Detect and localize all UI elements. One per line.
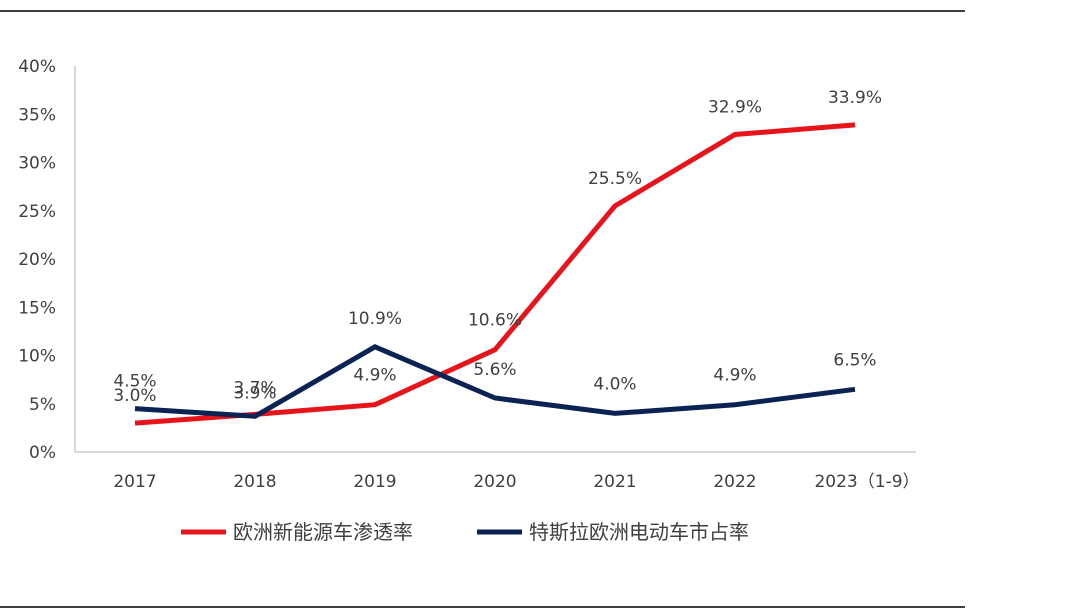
series-lines [134,122,856,426]
legend-label: 欧洲新能源车渗透率 [233,520,413,544]
data-label: 4.9% [713,366,756,386]
data-label: 3.7% [233,378,276,398]
y-tick-label: 20% [18,250,56,270]
data-labels: 3.0% 3.9% 4.9% 10.6% 25.5% 32.9% 33.9% 4.5% 3.7%… [113,88,882,406]
y-tick-label: 30% [18,154,56,174]
y-tick-label: 40% [18,57,56,77]
data-label: 5.6% [473,360,516,380]
y-tick-label: 0% [29,443,56,463]
data-label: 3.9% [233,383,276,403]
y-tick-label: 25% [18,202,56,222]
data-label: 10.9% [348,309,402,329]
data-label: 6.5% [833,350,876,370]
x-tick-label: 2017 [113,472,156,492]
data-label: 25.5% [588,169,642,189]
data-label: 10.6% [468,311,522,331]
y-tick-label: 15% [18,298,56,318]
data-label: 4.9% [353,366,396,386]
data-label: 4.5% [113,372,156,392]
x-axis-ticks: 2017 2018 2019 2020 2021 2022 2023（1-9） [113,472,919,492]
legend-label: 特斯拉欧洲电动车市占率 [529,520,749,544]
x-tick-label: 2018 [233,472,276,492]
y-axis-ticks: 0% 5% 10% 15% 20% 25% 30% 35% 40% [18,57,56,463]
y-tick-label: 5% [29,395,56,415]
data-label: 4.0% [593,374,636,394]
y-tick-label: 10% [18,347,56,367]
x-tick-label: 2019 [353,472,396,492]
x-tick-label: 2023（1-9） [814,472,919,492]
data-label: 3.0% [113,386,156,406]
data-label: 32.9% [708,98,762,118]
series-line-2 [134,344,856,419]
x-tick-label: 2021 [593,472,636,492]
y-tick-label: 35% [18,105,56,125]
legend: 欧洲新能源车渗透率 特斯拉欧洲电动车市占率 [181,520,749,544]
data-label: 33.9% [828,88,882,108]
x-tick-label: 2020 [473,472,516,492]
x-tick-label: 2022 [713,472,756,492]
